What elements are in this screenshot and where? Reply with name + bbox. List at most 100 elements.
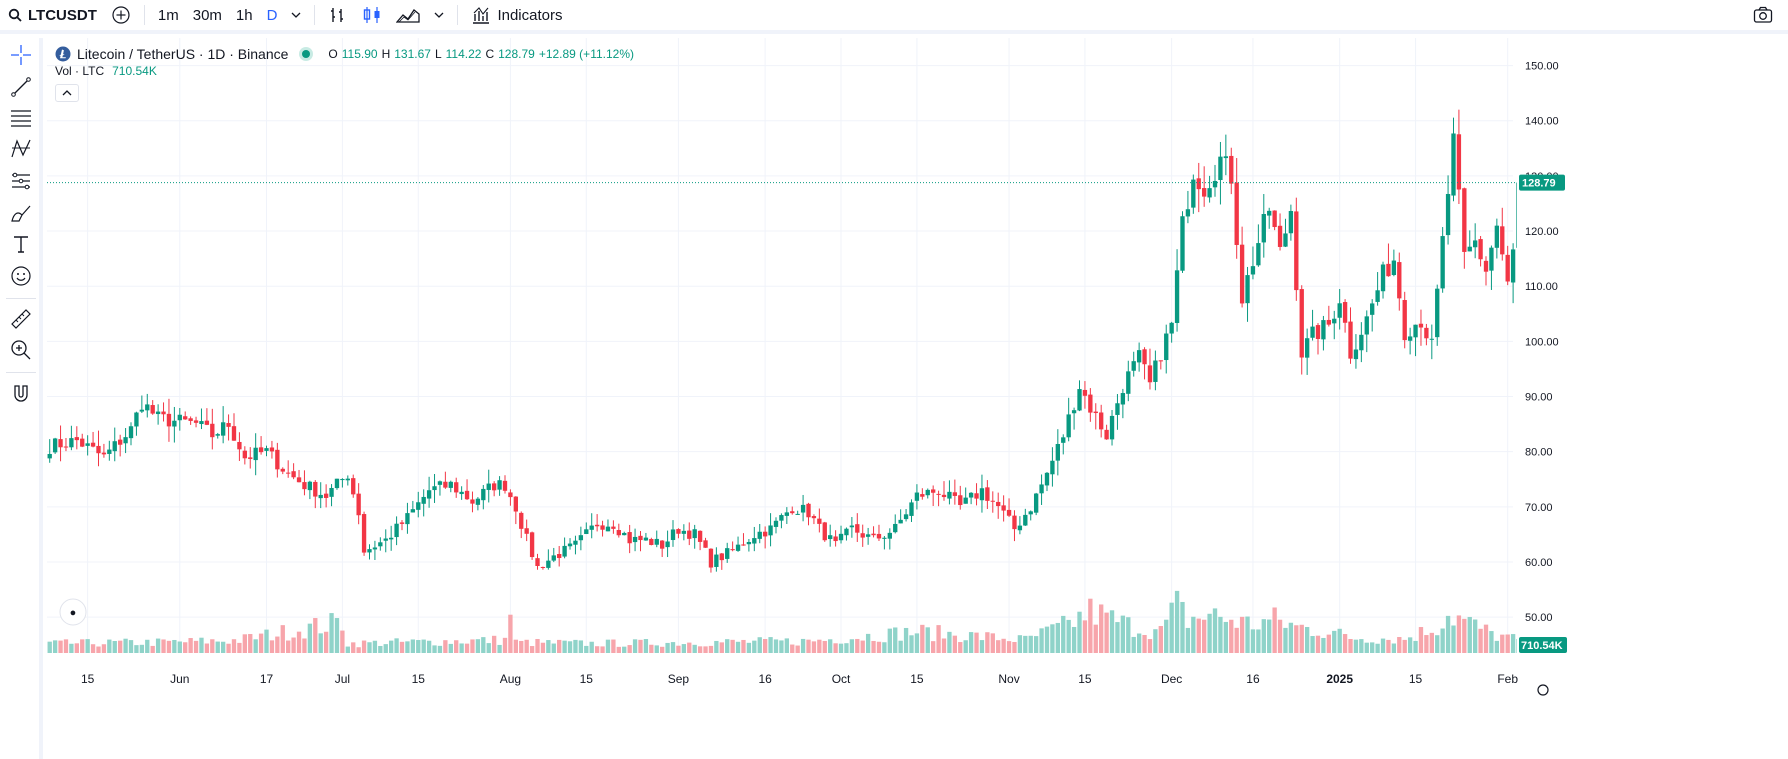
candle-body: [676, 529, 681, 534]
candle-body: [1153, 360, 1158, 382]
magnet-tool[interactable]: [8, 381, 34, 407]
candle-body: [1006, 509, 1012, 516]
volume-bar: [1294, 625, 1299, 653]
symbol-search[interactable]: LTCUSDT: [0, 0, 104, 30]
collapse-legend-button[interactable]: [55, 84, 79, 102]
candle-body: [524, 528, 529, 534]
candle-body: [784, 512, 789, 516]
timeframe-1m[interactable]: 1m: [151, 0, 186, 30]
candle-body: [893, 523, 898, 533]
candle-body: [616, 530, 621, 536]
volume-bar: [909, 635, 914, 653]
volume-bar: [990, 633, 995, 653]
volume-bar: [96, 646, 101, 653]
volume-bar: [188, 638, 193, 653]
candle-body: [703, 540, 708, 548]
volume-bar: [323, 631, 329, 653]
emoji-tool[interactable]: [8, 263, 34, 289]
volume-bar: [1028, 635, 1033, 653]
compare-symbol-button[interactable]: [104, 0, 138, 30]
candle-body: [1256, 243, 1261, 266]
candle-body: [199, 421, 204, 425]
text-tool[interactable]: [8, 231, 34, 257]
candle-body: [963, 497, 968, 504]
volume-bar: [551, 643, 556, 653]
timeframe-label: 1m: [157, 6, 179, 24]
candle-body: [128, 426, 134, 439]
volume-bar: [947, 631, 952, 653]
screenshot-button[interactable]: [1746, 0, 1780, 30]
volume-bar: [931, 641, 936, 653]
low-value: 114.22: [445, 47, 482, 61]
candle-body: [968, 492, 974, 498]
volume-bar: [985, 632, 990, 653]
candle-body: [1478, 239, 1483, 260]
timeframe-D[interactable]: D: [260, 0, 285, 30]
price-chart[interactable]: 150.00140.00130.00120.00110.00100.0090.0…: [47, 38, 1788, 759]
projection-tool[interactable]: [8, 168, 34, 194]
candle-body: [145, 404, 150, 411]
volume-bar: [828, 639, 833, 653]
pattern-tool[interactable]: [8, 136, 34, 162]
price-tick-label: 80.00: [1525, 447, 1553, 459]
candle-body: [52, 438, 58, 453]
indicators-icon: [473, 7, 490, 24]
volume-bar: [1467, 616, 1472, 653]
volume-bar: [1153, 629, 1158, 653]
volume-bar: [237, 642, 242, 653]
indicators-button[interactable]: Indicators: [464, 0, 569, 30]
volume-bar: [768, 637, 773, 653]
settings-gear-icon[interactable]: [1537, 684, 1549, 696]
candle-body: [1364, 316, 1369, 335]
chart-title[interactable]: Litecoin / TetherUS · 1D · Binance: [77, 46, 289, 62]
volume-label[interactable]: Vol · LTC: [55, 64, 105, 78]
candle-body: [1304, 338, 1310, 358]
fib-tool[interactable]: [8, 105, 34, 131]
volume-bar: [605, 639, 611, 653]
trend-line-tool[interactable]: [8, 74, 34, 100]
candle-body: [399, 522, 405, 524]
candle-body: [931, 489, 936, 493]
volume-bar: [784, 638, 789, 653]
candle-body: [215, 434, 220, 436]
candle-body: [155, 411, 161, 415]
candle-body: [421, 496, 426, 504]
candle-body: [654, 538, 659, 545]
timeframe-dropdown[interactable]: [284, 0, 308, 30]
chart-pane[interactable]: 150.00140.00130.00120.00110.00100.0090.0…: [47, 38, 1788, 759]
candle-body: [258, 447, 264, 453]
time-tick-label: Jul: [335, 672, 350, 686]
volume-bar: [670, 642, 676, 653]
volume-bar: [1115, 622, 1120, 653]
timeframe-1h[interactable]: 1h: [229, 0, 260, 30]
zoom-tool[interactable]: [8, 337, 34, 363]
bar-style-button[interactable]: [321, 0, 355, 30]
volume-bar: [426, 640, 432, 653]
volume-bar: [692, 644, 697, 653]
volume-bar: [112, 640, 117, 653]
volume-badge-label: 710.54K: [1521, 640, 1563, 652]
area-style-button[interactable]: [389, 0, 427, 30]
volume-bar: [779, 640, 784, 653]
market-status-dot[interactable]: [302, 50, 311, 58]
timeframe-30m[interactable]: 30m: [186, 0, 229, 30]
candle-body: [139, 409, 145, 412]
volume-bar: [1505, 634, 1510, 653]
volume-bar: [914, 633, 920, 653]
measure-tool[interactable]: [8, 306, 34, 332]
candle-body: [1223, 156, 1229, 159]
volume-bar: [508, 614, 513, 653]
crosshair-tool[interactable]: [8, 42, 34, 68]
candles-style-button[interactable]: [355, 0, 389, 30]
brush-tool[interactable]: [8, 200, 34, 226]
candle-body: [394, 523, 399, 538]
volume-bar: [1077, 611, 1082, 653]
candle-body: [1510, 249, 1516, 283]
chart-style-dropdown[interactable]: [427, 0, 451, 30]
volume-bar: [735, 641, 741, 653]
candle-body: [134, 412, 139, 427]
candle-body: [1082, 389, 1088, 396]
timeframe-label: D: [266, 6, 278, 24]
volume-bar: [882, 642, 887, 653]
sidebar-divider: [6, 298, 36, 299]
